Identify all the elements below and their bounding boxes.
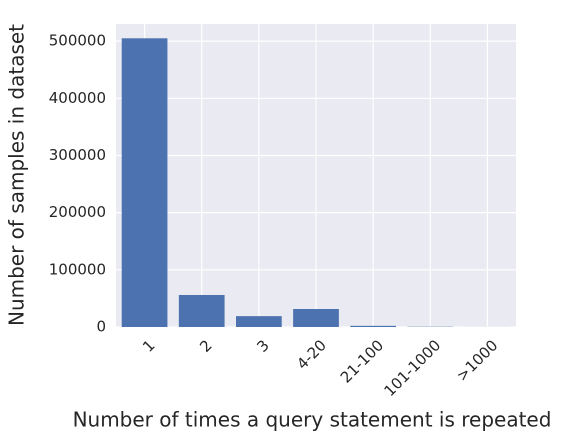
x-axis-label: Number of times a query statement is rep… [73, 408, 552, 432]
x-tick-label: 4-20 [293, 336, 330, 373]
x-tick-label: 1 [139, 336, 158, 355]
y-tick-label: 400000 [49, 89, 106, 107]
x-tick-label: 21-100 [337, 336, 387, 386]
y-axis-label: Number of samples in dataset [5, 24, 29, 326]
y-tick-label: 500000 [49, 32, 106, 50]
y-tick-label: 300000 [49, 146, 106, 164]
x-tick-label: 101-1000 [381, 336, 445, 400]
bar [293, 308, 339, 327]
x-tick-label: 2 [196, 336, 215, 355]
y-tick-label: 200000 [49, 203, 106, 221]
bar [178, 294, 225, 327]
bar [350, 325, 396, 327]
x-tick-label: >1000 [453, 336, 502, 385]
bar [121, 38, 168, 328]
y-tick-label: 0 [96, 318, 106, 336]
x-tick-label: 3 [253, 336, 272, 355]
bar [236, 316, 282, 327]
y-tick-label: 100000 [49, 260, 106, 278]
